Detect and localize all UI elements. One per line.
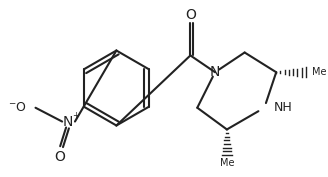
Text: N: N <box>63 115 73 129</box>
Text: N: N <box>210 65 220 79</box>
Text: Me: Me <box>220 158 234 168</box>
Text: NH: NH <box>274 101 293 114</box>
Text: Me: Me <box>312 67 326 77</box>
Text: $^{-}$O: $^{-}$O <box>8 101 27 114</box>
Text: +: + <box>72 111 79 120</box>
Text: O: O <box>55 150 66 164</box>
Text: O: O <box>185 8 196 22</box>
